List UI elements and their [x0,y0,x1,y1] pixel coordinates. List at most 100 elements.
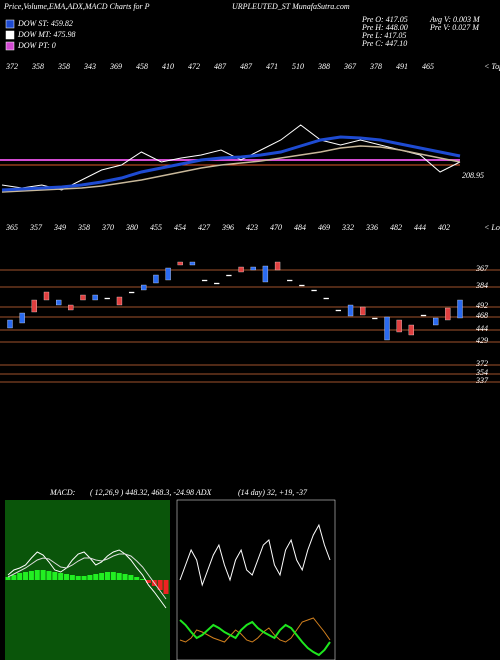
low-label: 469 [318,223,330,232]
info: Pre L: 417.05 [361,31,406,40]
legend-label: DOW MT: 475.98 [17,30,76,39]
top-label: 471 [266,62,278,71]
candle [274,261,281,271]
candle [31,299,37,313]
candle [299,284,305,287]
macd-bar [52,572,58,580]
top-label: 510 [292,62,304,71]
price-line [1,135,461,192]
candle [128,291,135,294]
level-label: 444 [476,324,488,333]
macd-bar [157,580,163,590]
low-label: 336 [365,223,378,232]
candle [80,294,86,301]
macd-bar [64,574,70,580]
low-label: 396 [221,223,234,232]
candle [201,279,208,282]
candle [177,261,183,266]
candle [43,291,50,301]
level-label: 492 [476,301,488,310]
candle [287,279,293,282]
macd-bar [58,573,64,580]
macd-bar [140,579,146,580]
macd-bar [28,571,34,580]
candle [250,266,256,271]
top-label: 358 [31,62,44,71]
macd-bar [110,572,116,580]
top-label: 358 [57,62,70,71]
macd-bar [93,574,99,580]
candle [7,319,13,329]
macd-bar [23,572,29,580]
macd-bar [34,570,40,580]
macd-bar [11,575,17,580]
macd-bar [40,570,46,580]
info: Pre H: 448.00 [361,23,408,32]
level-label: 384 [475,281,488,290]
last-price: 208.95 [462,171,484,180]
legend-label: DOW PT: 0 [17,41,56,50]
candle [262,265,269,283]
top-label: 472 [188,62,200,71]
candle [384,316,390,341]
top-label: 343 [83,62,96,71]
low-label: 423 [246,223,258,232]
candle [153,274,159,284]
low-label: 427 [198,223,211,232]
low-label: 470 [270,223,282,232]
macd-bar [5,577,11,580]
candle [238,266,244,273]
top-label: 487 [214,62,227,71]
adx-line [179,619,331,657]
level-label: 367 [475,264,489,273]
title-left: Price,Volume,EMA,ADX,MACD Charts for P [3,2,150,11]
macd-bar [99,573,105,580]
level-label: 337 [475,376,489,385]
macd-bar [122,574,128,580]
macd-text: ( 12,26,9 ) 448.32, 468.3, -24.98 ADX [90,488,213,497]
candle [311,289,317,292]
info: Pre O: 417.05 [361,15,408,24]
info: Pre V: 0.027 M [429,23,480,32]
adx-line [179,523,331,587]
top-label: 388 [317,62,330,71]
top-label: 465 [422,62,434,71]
macd-line [7,549,167,609]
candle [68,304,74,311]
adx-text: (14 day) 32, +19, -37 [238,488,308,497]
low-label: 332 [341,223,354,232]
macd-bar [128,575,134,580]
candle [420,314,427,317]
top-label: 487 [240,62,253,71]
candle [433,317,439,326]
top-label: 378 [369,62,382,71]
candle [141,284,147,291]
macd-bar [145,580,151,583]
low-label: 482 [390,223,402,232]
top-label: 491 [396,62,408,71]
low-label: 349 [53,223,66,232]
top-label: 372 [5,62,18,71]
price-line [1,124,461,191]
price-line [1,145,461,193]
candle [335,309,342,312]
candle [323,297,329,300]
level-label: 468 [476,311,488,320]
macd-bar [17,573,23,580]
low-label: 444 [414,223,426,232]
candle [408,324,415,336]
top-label: 369 [109,62,122,71]
low-label: 455 [150,223,162,232]
info: Avg V: 0.003 M [429,15,481,24]
level-label: 354 [475,368,488,377]
candle [360,306,366,316]
level-label: 429 [476,336,488,345]
macd-bar [69,575,75,580]
candle [189,261,196,266]
candle [116,296,123,306]
legend-swatch [5,19,15,29]
candle [445,307,451,321]
macd-title: MACD: [49,488,76,497]
macd-bar [87,575,93,580]
